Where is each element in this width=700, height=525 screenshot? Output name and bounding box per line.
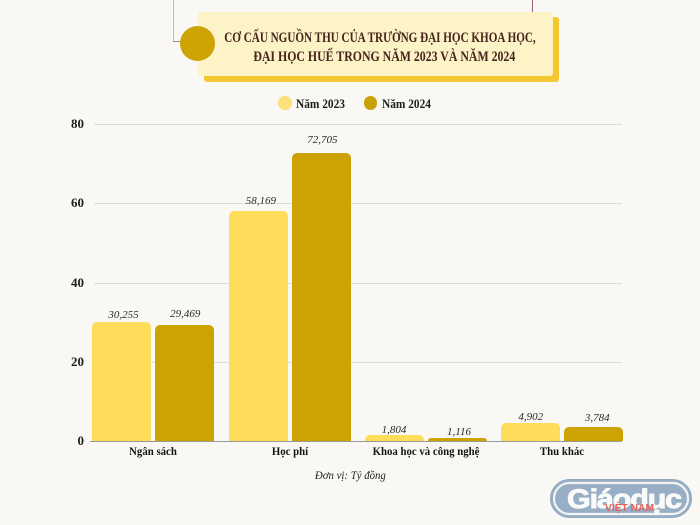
svg-text:VIỆT NAM: VIỆT NAM <box>605 501 654 514</box>
svg-text:Giáodục: Giáodục <box>567 484 682 514</box>
